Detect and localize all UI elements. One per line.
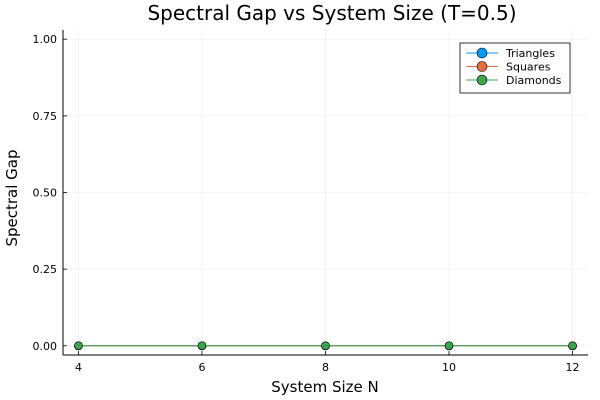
- y-tick-label: 0.75: [33, 110, 58, 123]
- legend-marker: [476, 61, 488, 72]
- legend-label: Diamonds: [506, 74, 562, 87]
- x-tick-label: 10: [442, 361, 456, 374]
- data-point: [321, 341, 330, 351]
- y-tick-label: 0.00: [33, 340, 58, 353]
- tick-labels: 4 6 8 10 12 0.00 0.25 0.50 0.75 1.00: [33, 33, 580, 374]
- data-point: [568, 341, 577, 351]
- y-tick-label: 1.00: [33, 33, 58, 46]
- data-point: [444, 341, 454, 351]
- legend-marker: [476, 47, 488, 59]
- legend-marker: [476, 74, 488, 86]
- x-axis-label: System Size N: [271, 378, 378, 396]
- data-point: [74, 341, 83, 351]
- legend-entry: Triangles: [466, 47, 555, 60]
- axes: [62, 30, 588, 356]
- legend-label: Squares: [506, 61, 551, 74]
- x-tick-label: 4: [75, 361, 82, 374]
- series-layer: [74, 341, 577, 351]
- y-tick-label: 0.25: [33, 263, 58, 276]
- data-point: [197, 341, 207, 351]
- legend-label: Triangles: [505, 47, 555, 60]
- series-diamonds: [74, 341, 577, 351]
- x-tick-label: 12: [566, 361, 580, 374]
- legend-entry: Diamonds: [466, 74, 562, 87]
- y-axis-label: Spectral Gap: [3, 149, 21, 246]
- legend-entry: Squares: [466, 61, 551, 74]
- x-tick-label: 8: [322, 361, 329, 374]
- x-tick-label: 6: [198, 361, 205, 374]
- y-tick-label: 0.50: [33, 187, 58, 200]
- chart-title: Spectral Gap vs System Size (T=0.5): [147, 1, 516, 25]
